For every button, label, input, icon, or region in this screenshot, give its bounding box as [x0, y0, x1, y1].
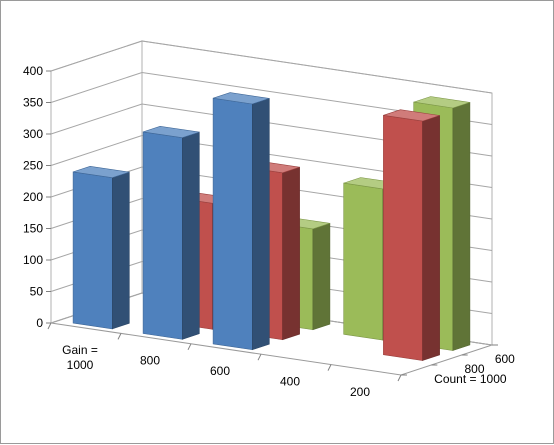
gridline: [50, 103, 493, 157]
y-tick-label: 350: [23, 96, 43, 110]
bar-top-face: [73, 165, 130, 179]
bar-side-face: [422, 115, 440, 361]
gridline: [50, 40, 493, 94]
x-category-label-line: Gain =: [62, 343, 98, 357]
x-category-label: 200: [350, 385, 370, 399]
y-tick-label: 200: [23, 190, 43, 204]
x-tick-mark: [257, 353, 262, 361]
y-tick-label: 400: [23, 64, 43, 78]
y-tick-label: 250: [23, 159, 43, 173]
x-category-label: Gain = 1000: [62, 343, 98, 372]
bar-side-face: [312, 222, 331, 331]
bar-front-face: [72, 171, 113, 330]
bar-side-face: [282, 166, 300, 341]
x-tick-mark: [117, 333, 122, 340]
gridline: [50, 71, 493, 125]
x-tick-mark: [397, 374, 402, 382]
bar-side-face: [182, 131, 200, 340]
gridline: [50, 134, 493, 188]
y-tick-label: 50: [30, 285, 44, 299]
bar-front-face: [212, 97, 253, 351]
x-category-labels: Gain = 1000 800 600 400 200: [62, 343, 370, 399]
bar: [212, 92, 270, 351]
y-tick-label: 150: [23, 222, 43, 236]
x-category-label: 400: [280, 374, 300, 388]
y-tick-label: 0: [36, 316, 43, 330]
depth-category-label: Count = 1000: [434, 372, 507, 386]
x-category-label: 600: [210, 364, 230, 378]
bar-front-face: [383, 114, 423, 361]
depth-category-label: 600: [495, 352, 515, 366]
y-tick-label: 100: [23, 253, 43, 267]
bars: [72, 92, 471, 361]
bar-top-face: [143, 125, 200, 139]
bar-front-face: [142, 131, 183, 340]
x-category-label-line: 200: [350, 385, 370, 399]
bar-top-face: [413, 96, 470, 109]
x-category-label: 800: [140, 354, 160, 368]
depth-category-label: 800: [465, 362, 485, 376]
bar: [72, 165, 130, 330]
x-category-label-line: 1000: [67, 358, 94, 372]
x-category-label-line: 800: [140, 354, 160, 368]
bar-front-face: [343, 182, 384, 341]
x-category-label-line: 400: [280, 374, 300, 388]
bar-top-face: [383, 109, 440, 122]
x-tick-mark: [47, 322, 52, 330]
x-tick-mark: [327, 364, 332, 371]
bar-side-face: [112, 171, 130, 330]
bar-top-face: [213, 92, 270, 105]
y-tick-label: 300: [23, 127, 43, 141]
bar: [383, 109, 440, 361]
bar: [142, 125, 200, 340]
x-tick-mark: [187, 343, 192, 351]
x-category-label-line: 600: [210, 364, 230, 378]
y-tick-labels: 0 50 100 150 200 250 300 350 400: [23, 64, 43, 330]
bar-side-face: [252, 97, 270, 351]
bar-side-face: [452, 101, 471, 351]
